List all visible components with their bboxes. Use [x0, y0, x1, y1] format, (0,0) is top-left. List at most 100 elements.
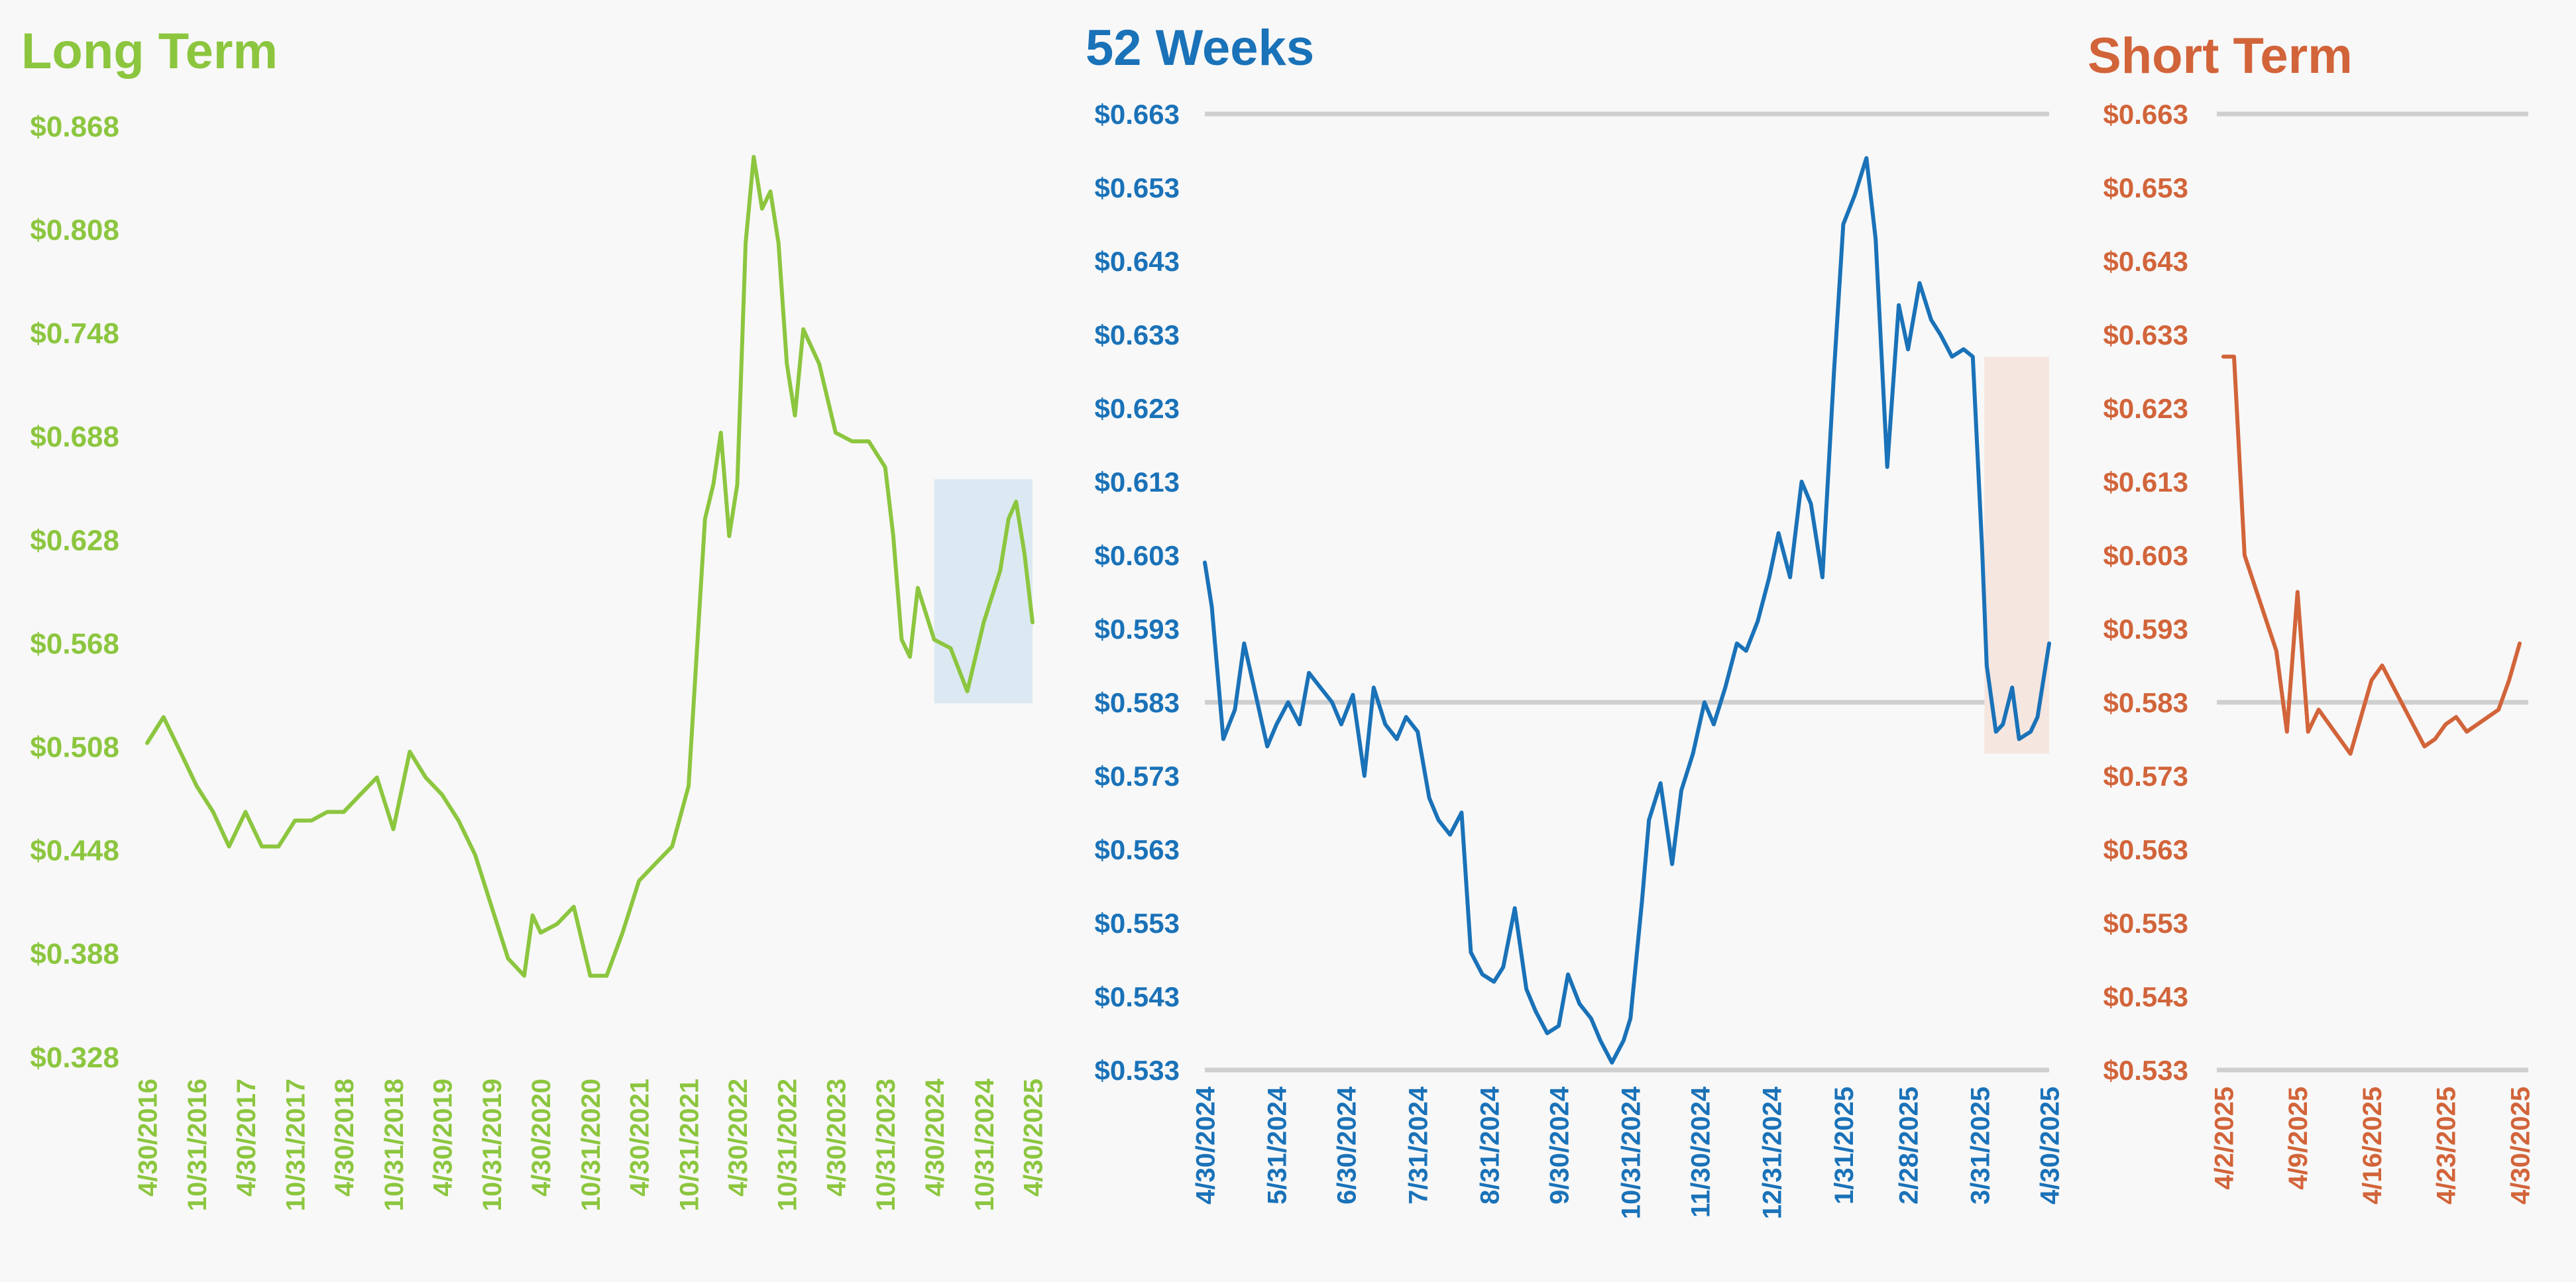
52-weeks-x-tick-label: 5/31/2024: [1263, 1086, 1292, 1204]
52-weeks-y-tick-label: $0.663: [1095, 99, 1180, 130]
52-weeks-y-tick-label: $0.603: [1095, 540, 1180, 571]
52-weeks-data-point: [1985, 664, 1989, 667]
52-weeks-data-point: [1545, 1032, 1549, 1035]
52-weeks-data-point: [1254, 693, 1258, 697]
52-weeks-data-point: [1598, 1039, 1602, 1043]
52-weeks-y-tick-label: $0.593: [1095, 614, 1180, 645]
long-term-x-tick-label: 10/31/2017: [282, 1079, 311, 1211]
52-weeks-data-point: [1832, 370, 1836, 373]
long-term-data-point: [490, 905, 494, 909]
long-term-data-point: [293, 819, 297, 823]
long-term-data-point: [1031, 620, 1035, 624]
52-weeks-x-tick-label: 10/31/2024: [1617, 1086, 1646, 1219]
long-term-x-tick-label: 10/31/2024: [970, 1078, 999, 1211]
short-term-panel: Short Term $0.663 $0.653 $0.643 $0.633 $0.623…: [2088, 28, 2535, 1204]
52-weeks-data-point: [1481, 973, 1484, 977]
long-term-x-tick-label: 10/31/2018: [380, 1079, 409, 1211]
long-term-data-point: [777, 241, 781, 245]
52-weeks-x-tick-label: 1/31/2025: [1830, 1087, 1859, 1204]
52-weeks-data-point: [1203, 561, 1207, 564]
long-term-data-point: [760, 207, 764, 211]
long-term-x-tick-label: 10/31/2023: [871, 1079, 901, 1211]
52-weeks-data-point: [1298, 722, 1302, 726]
52-weeks-data-point: [1897, 303, 1901, 307]
short-term-series-line: [2221, 354, 2522, 756]
long-term-data-point: [637, 879, 641, 883]
long-term-data-point: [899, 637, 903, 641]
short-term-x-tick-label: 4/9/2025: [2284, 1087, 2313, 1190]
52-weeks-data-point: [2036, 715, 2040, 719]
long-term-data-point: [276, 845, 280, 849]
52-weeks-data-point: [1853, 193, 1857, 197]
long-term-x-tick-label: 10/31/2019: [478, 1079, 507, 1211]
52-weeks-data-point: [1800, 480, 1804, 484]
52-weeks-data-point: [1469, 950, 1473, 954]
52-weeks-data-point: [2029, 729, 2033, 733]
52-weeks-data-point: [1221, 737, 1225, 741]
short-term-y-tick-label: $0.593: [2103, 614, 2188, 645]
long-term-x-tick-label: 10/31/2016: [183, 1079, 212, 1211]
long-term-data-point: [981, 620, 985, 624]
52-weeks-data-point: [1330, 700, 1334, 704]
52-weeks-data-point: [2010, 686, 2014, 690]
long-term-data-point: [916, 586, 920, 590]
long-term-data-point: [1014, 500, 1018, 504]
long-term-x-tick-label: 4/30/2017: [232, 1079, 261, 1197]
52-weeks-panel: 52 Weeks $0.663 $0.653 $0.643 $0.633 $0.623 $0…: [1086, 20, 2064, 1219]
long-term-data-point: [719, 431, 723, 435]
long-term-data-point: [793, 413, 797, 417]
52-weeks-data-point: [1820, 575, 1824, 579]
52-weeks-data-point: [1647, 818, 1651, 822]
short-term-x-tick-label: 4/30/2025: [2506, 1087, 2535, 1204]
long-term-data-point: [391, 828, 395, 831]
short-term-y-tick-label: $0.603: [2103, 540, 2188, 571]
52-weeks-data-point: [1557, 1024, 1561, 1028]
52-weeks-title: 52 Weeks: [1086, 20, 1314, 76]
52-weeks-data-point: [1628, 1016, 1632, 1020]
long-term-data-point: [620, 931, 624, 935]
52-weeks-data-point: [1524, 987, 1528, 991]
52-weeks-data-point: [1363, 774, 1367, 778]
52-weeks-data-point: [1589, 1016, 1593, 1020]
short-term-y-tick-label: $0.643: [2103, 246, 2188, 277]
long-term-data-point: [325, 810, 329, 814]
short-term-y-tick-label: $0.553: [2103, 908, 2188, 939]
52-weeks-data-point: [1492, 980, 1496, 984]
long-term-data-point: [342, 810, 346, 814]
52-weeks-data-point: [1286, 700, 1290, 704]
long-term-x-tick-label: 10/31/2022: [773, 1079, 803, 1211]
long-term-x-tick-label: 4/30/2024: [921, 1078, 950, 1197]
short-term-data-point: [2518, 641, 2522, 645]
long-term-data-point: [145, 741, 149, 745]
long-term-data-point: [588, 974, 592, 978]
52-weeks-data-point: [1929, 318, 1933, 322]
long-term-data-point: [243, 810, 247, 814]
long-term-data-point: [408, 749, 412, 753]
long-term-data-point: [932, 637, 936, 641]
52-weeks-data-point: [1918, 281, 1922, 285]
52-weeks-series-line: [1203, 156, 2051, 1065]
52-weeks-data-point: [1712, 722, 1716, 726]
long-term-data-point: [539, 931, 543, 935]
long-term-data-point: [260, 845, 264, 849]
short-term-data-point: [2349, 752, 2353, 756]
52-weeks-data-point: [1307, 671, 1311, 675]
52-weeks-data-point: [1971, 354, 1975, 358]
52-weeks-data-point: [1906, 347, 1910, 351]
52-weeks-data-point: [1703, 700, 1707, 704]
long-term-data-point: [162, 715, 166, 719]
long-term-x-tick-label: 4/30/2023: [822, 1079, 851, 1197]
52-weeks-data-point: [1938, 333, 1942, 337]
52-weeks-x-tick-label: 2/28/2025: [1894, 1087, 1923, 1204]
long-term-data-point: [440, 793, 444, 797]
short-term-y-tick-label: $0.653: [2103, 172, 2188, 203]
52-weeks-data-point: [1577, 1002, 1581, 1006]
short-term-data-point: [2317, 708, 2321, 712]
52-weeks-data-point: [1437, 818, 1441, 822]
long-term-data-point: [891, 534, 895, 538]
52-weeks-data-point: [1459, 811, 1463, 814]
long-term-data-point: [375, 776, 379, 779]
short-term-data-point: [2422, 745, 2426, 749]
52-weeks-data-point: [1864, 156, 1868, 160]
long-term-y-tick-label: $0.388: [30, 938, 119, 971]
